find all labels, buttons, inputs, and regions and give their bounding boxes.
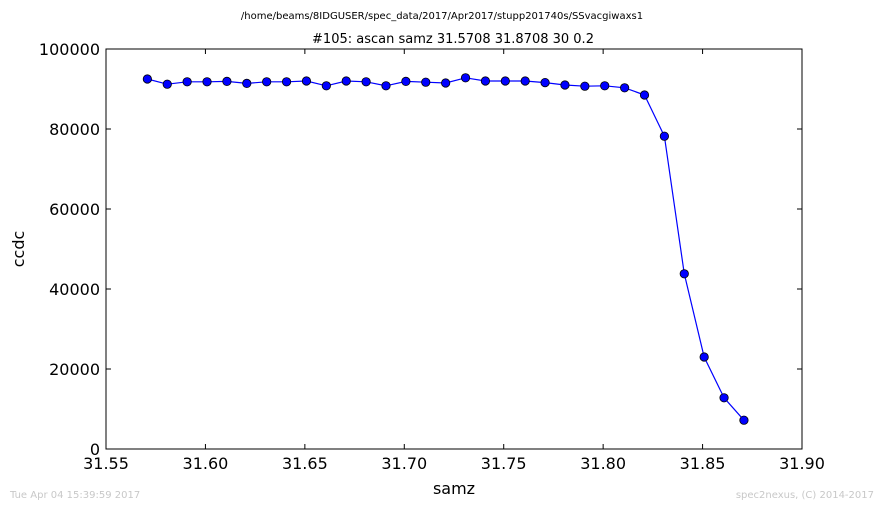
y-tick-label: 80000 — [49, 120, 100, 139]
x-tick-label: 31.80 — [580, 454, 626, 473]
data-point — [262, 77, 272, 87]
y-tick-label: 0 — [90, 440, 100, 459]
data-point — [142, 74, 152, 84]
data-point — [699, 352, 709, 362]
plot-area — [105, 48, 803, 450]
y-tick-label: 20000 — [49, 360, 100, 379]
data-point — [162, 79, 172, 89]
data-point — [540, 78, 550, 88]
data-point — [580, 81, 590, 91]
y-tick-label: 100000 — [39, 40, 100, 59]
data-point — [560, 80, 570, 90]
data-point — [500, 76, 510, 86]
x-tick-label: 31.60 — [183, 454, 229, 473]
data-point — [441, 78, 451, 88]
x-tick-label: 31.75 — [481, 454, 527, 473]
data-point — [281, 77, 292, 87]
data-point — [520, 76, 530, 86]
x-tick-label: 31.55 — [83, 454, 129, 473]
y-tick-label: 60000 — [49, 200, 100, 219]
data-point — [659, 131, 669, 141]
y-axis-ticks: 0 20000 40000 60000 80000 100000 — [39, 40, 802, 459]
data-point — [719, 393, 729, 403]
data-point — [361, 77, 371, 87]
data-point — [401, 76, 411, 87]
data-point — [222, 76, 232, 87]
x-tick-label: 31.85 — [680, 454, 726, 473]
data-point — [600, 81, 610, 91]
data-point — [341, 76, 351, 86]
data-point — [639, 90, 650, 100]
data-point — [381, 81, 391, 91]
footer-credit: spec2nexus, (C) 2014-2017 — [736, 490, 874, 501]
data-point — [460, 73, 471, 83]
data-point — [202, 77, 212, 87]
y-axis-label: ccdc — [9, 231, 28, 268]
data-point — [182, 77, 192, 87]
data-point — [679, 269, 689, 279]
data-point — [739, 415, 749, 425]
x-axis-label: samz — [433, 479, 475, 498]
data-point — [480, 76, 491, 86]
x-tick-label: 31.65 — [282, 454, 328, 473]
data-point — [301, 76, 312, 86]
chart-title: #105: ascan samz 31.5708 31.8708 30 0.2 — [312, 32, 594, 47]
y-tick-label: 40000 — [49, 280, 100, 299]
data-point — [242, 78, 252, 89]
x-axis-ticks: 31.55 31.60 31.65 31.70 31.75 31.80 31.85 31.90 — [83, 49, 825, 473]
series-ccdc — [142, 73, 749, 425]
x-tick-label: 31.70 — [381, 454, 427, 473]
chart-suptitle: /home/beams/8IDGUSER/spec_data/2017/Apr2… — [241, 11, 643, 22]
x-tick-label: 31.90 — [779, 454, 825, 473]
footer-timestamp: Tue Apr 04 15:39:59 2017 — [9, 490, 140, 501]
data-point — [620, 83, 630, 93]
data-point — [421, 77, 431, 87]
data-point — [321, 81, 331, 91]
